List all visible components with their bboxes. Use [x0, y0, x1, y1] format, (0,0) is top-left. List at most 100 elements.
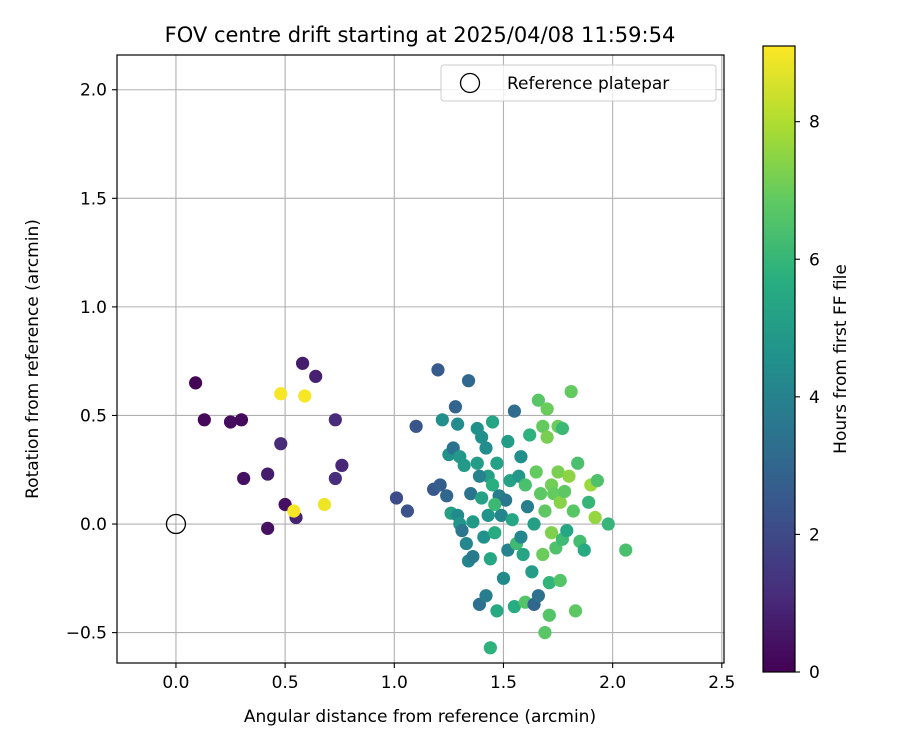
data-point — [588, 510, 602, 525]
data-point — [317, 497, 332, 512]
data-point — [455, 523, 469, 538]
data-point — [483, 641, 497, 655]
data-points — [189, 356, 633, 655]
data-point — [261, 521, 275, 535]
data-point — [461, 374, 476, 388]
data-point — [507, 404, 521, 418]
data-point — [553, 573, 567, 588]
data-point — [237, 471, 251, 486]
data-point — [435, 413, 449, 427]
data-point — [466, 550, 480, 564]
colorbar-tick-label: 6 — [809, 250, 820, 270]
colorbar-ticks: 0 2 4 6 8 — [795, 113, 820, 683]
data-point — [488, 497, 502, 512]
data-point — [496, 571, 511, 585]
colorbar-tick-label: 8 — [809, 113, 820, 133]
data-point — [485, 415, 500, 429]
data-point — [601, 517, 615, 531]
data-point — [464, 487, 478, 501]
data-point — [529, 465, 543, 479]
data-point — [475, 491, 489, 505]
data-point — [309, 369, 323, 383]
data-point — [619, 543, 633, 557]
data-point — [457, 458, 471, 472]
data-point — [479, 441, 493, 455]
y-tick-label: 0.5 — [80, 406, 107, 426]
data-point — [582, 495, 596, 509]
y-axis-label: Rotation from reference (arcmin) — [23, 219, 43, 499]
data-point — [234, 413, 249, 427]
data-point — [448, 400, 463, 414]
x-tick-label: 2.0 — [599, 673, 626, 693]
colorbar-tick-label: 4 — [809, 388, 820, 408]
data-point — [542, 576, 556, 590]
data-point — [440, 489, 454, 503]
data-point — [527, 517, 541, 531]
data-point — [287, 504, 301, 518]
data-point — [507, 599, 521, 614]
data-point — [514, 530, 528, 544]
legend: Reference platepar — [440, 64, 717, 102]
data-point — [485, 478, 500, 492]
data-point — [494, 508, 508, 522]
colorbar — [762, 45, 796, 673]
x-axis-label: Angular distance from reference (arcmin) — [244, 707, 596, 727]
data-point — [479, 589, 493, 603]
grid-lines — [117, 55, 724, 663]
colorbar-tick-label: 2 — [809, 525, 820, 545]
data-point — [400, 504, 414, 518]
data-point — [490, 604, 504, 618]
data-point — [501, 434, 515, 449]
data-point — [295, 356, 310, 370]
data-point — [520, 500, 535, 514]
data-point — [518, 478, 532, 492]
data-point — [488, 526, 502, 540]
data-point — [389, 491, 404, 505]
data-point — [538, 626, 552, 640]
data-point — [499, 493, 513, 507]
data-point — [544, 526, 559, 540]
y-tick-label: 1.0 — [80, 298, 107, 318]
data-point — [540, 402, 554, 416]
data-point — [472, 469, 487, 483]
data-point — [298, 389, 312, 403]
data-point — [483, 552, 497, 566]
data-point — [536, 547, 550, 562]
data-point — [542, 608, 556, 622]
data-point — [223, 415, 238, 429]
colorbar-tick-label: 0 — [809, 663, 820, 683]
data-point — [451, 417, 465, 431]
data-point — [536, 419, 550, 433]
data-point — [274, 387, 288, 401]
data-point — [189, 376, 203, 390]
data-point — [328, 413, 342, 427]
data-point — [466, 515, 480, 529]
data-point — [566, 504, 580, 518]
y-tick-label: −0.5 — [66, 624, 107, 644]
legend-label: Reference platepar — [507, 74, 669, 94]
chart-title: FOV centre drift starting at 2025/04/08 … — [165, 23, 676, 47]
data-point — [590, 474, 604, 488]
data-point — [538, 504, 552, 518]
x-tick-label: 0.5 — [272, 673, 299, 693]
reference-platepar-marker — [165, 513, 187, 535]
data-point — [470, 456, 484, 470]
data-point — [197, 413, 211, 427]
data-point — [551, 465, 565, 479]
data-point — [533, 487, 548, 501]
data-point — [555, 421, 570, 436]
data-point — [328, 471, 342, 486]
data-point — [523, 428, 537, 442]
data-point — [477, 530, 491, 544]
data-point — [514, 450, 528, 464]
data-point — [564, 384, 578, 399]
data-point — [335, 458, 349, 472]
data-point — [562, 469, 576, 483]
data-point — [481, 508, 495, 522]
data-point — [261, 467, 275, 481]
data-point — [431, 363, 445, 377]
data-point — [525, 565, 539, 579]
y-tick-label: 2.0 — [80, 81, 107, 101]
data-point — [568, 604, 583, 618]
